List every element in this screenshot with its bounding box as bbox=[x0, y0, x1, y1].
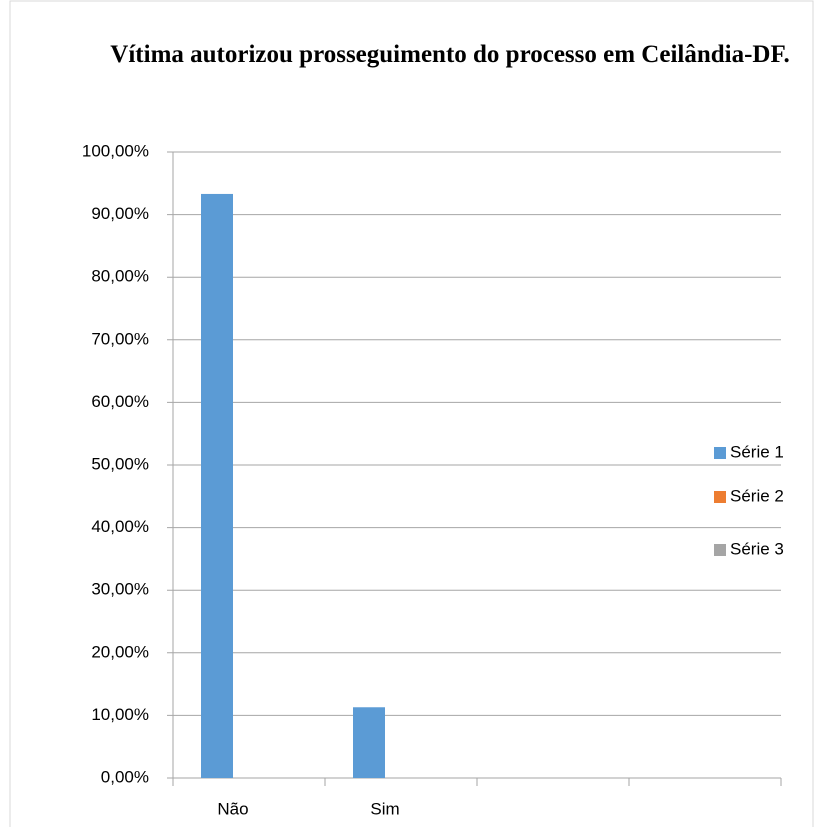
chart-title: Vítima autorizou prosseguimento do proce… bbox=[110, 41, 790, 68]
chart-frame bbox=[9, 0, 814, 827]
y-tick-label: 80,00% bbox=[91, 267, 149, 286]
y-tick-label: 10,00% bbox=[91, 705, 149, 724]
y-tick-label: 100,00% bbox=[82, 141, 149, 160]
legend-swatch bbox=[714, 491, 726, 503]
legend-label: Série 1 bbox=[730, 442, 784, 461]
bar bbox=[201, 193, 233, 778]
y-tick-label: 40,00% bbox=[91, 517, 149, 536]
legend-label: Série 3 bbox=[730, 539, 784, 558]
y-tick-label: 50,00% bbox=[91, 454, 149, 473]
legend-swatch bbox=[714, 447, 726, 459]
y-tick-label: 90,00% bbox=[91, 204, 149, 223]
y-tick-label: 60,00% bbox=[91, 392, 149, 411]
y-tick-label: 70,00% bbox=[91, 329, 149, 348]
x-tick-label: Sim bbox=[370, 799, 399, 818]
bar bbox=[353, 707, 385, 778]
legend-label: Série 2 bbox=[730, 486, 784, 505]
x-tick-label: Não bbox=[217, 799, 248, 818]
y-tick-label: 20,00% bbox=[91, 642, 149, 661]
legend-swatch bbox=[714, 544, 726, 556]
y-tick-label: 0,00% bbox=[101, 767, 149, 786]
y-tick-label: 30,00% bbox=[91, 580, 149, 599]
